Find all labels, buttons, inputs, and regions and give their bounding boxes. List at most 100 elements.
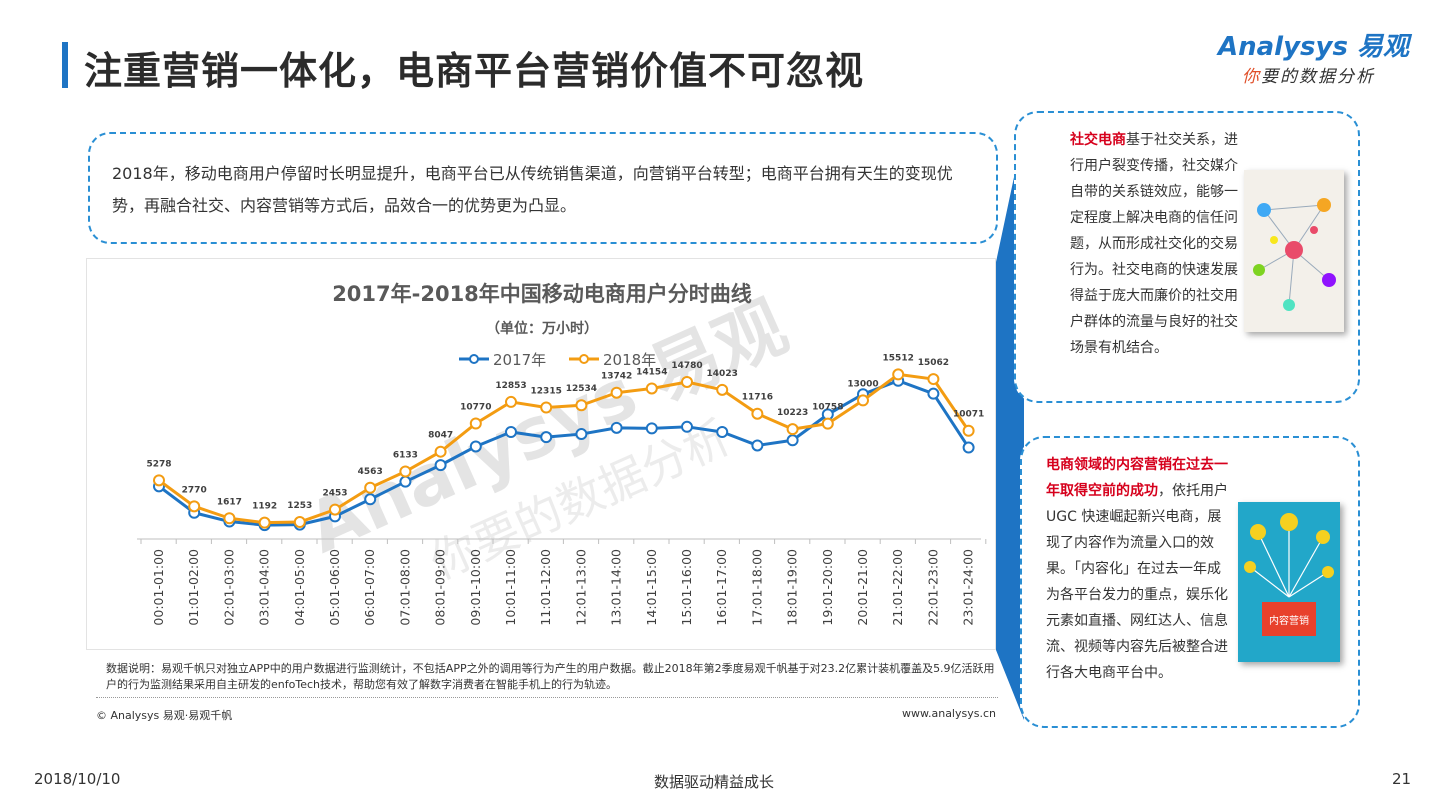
data-point-0 (469, 440, 482, 453)
x-tick-label: 16:01-17:00 (714, 549, 729, 626)
data-point-1 (927, 373, 940, 386)
data-point-0 (927, 387, 940, 400)
social-network-image (1244, 170, 1344, 332)
data-point-1 (786, 423, 799, 436)
data-label: 4563 (358, 467, 383, 477)
data-point-0 (434, 459, 447, 472)
logo-slogan-rest: 要的数据分析 (1261, 67, 1375, 87)
chart-panel: Analysys 易观 你要的数据分析 2017年-2018年中国移动电商用户分时曲… (86, 258, 996, 650)
analysys-logo: Analysys 易观 你要的数据分析 (1218, 26, 1409, 90)
data-point-1 (399, 465, 412, 478)
data-label: 14780 (671, 361, 702, 371)
data-point-1 (329, 503, 341, 516)
data-label: 13000 (847, 379, 878, 389)
data-label: 8047 (428, 431, 453, 441)
content-marketing-image-label: 内容营销 (1269, 614, 1309, 627)
x-tick-label: 10:01-11:00 (503, 549, 518, 626)
legend-label-1: 2018年 (603, 351, 656, 369)
footer-date: 2018/10/10 (34, 770, 121, 788)
x-tick-label: 00:01-01:00 (151, 549, 166, 626)
data-point-1 (153, 474, 165, 487)
line-chart: Analysys 易观你要的数据分析2017年-2018年中国移动电商用户分时曲… (137, 282, 987, 626)
chart-title: 2017年-2018年中国移动电商用户分时曲线 (332, 282, 752, 306)
data-point-0 (962, 441, 975, 454)
legend-marker-1 (579, 354, 589, 364)
data-point-1 (575, 399, 588, 412)
data-point-0 (399, 475, 412, 488)
content-marketing-body: ，依托用户 UGC 快速崛起新兴电商，展现了内容作为流量入口的效果。「内容化」在… (1046, 483, 1228, 681)
legend-label-0: 2017年 (493, 351, 546, 369)
data-note: 数据说明：易观千帆只对独立APP中的用户数据进行监测统计，不包括APP之外的调用… (106, 662, 995, 691)
x-tick-label: 01:01-02:00 (186, 549, 201, 626)
x-tick-label: 14:01-15:00 (644, 549, 659, 626)
content-marketing-image: 内容营销 (1238, 502, 1340, 662)
data-point-1 (962, 424, 975, 437)
data-point-1 (892, 368, 905, 381)
page-number: 21 (1392, 770, 1412, 788)
data-point-1 (364, 481, 377, 494)
data-point-1 (716, 383, 729, 396)
data-point-1 (258, 516, 271, 529)
title-accent-bar (62, 42, 68, 88)
data-point-0 (505, 425, 517, 438)
data-point-1 (610, 386, 623, 399)
content-marketing-highlight: 电商领域的内容营销在过去一年取得空前的成功 (1046, 457, 1228, 499)
x-tick-label: 21:01-22:00 (890, 549, 905, 626)
content-marketing-icon: 内容营销 (1244, 513, 1334, 636)
logo-slogan-accent: 你 (1242, 67, 1261, 87)
data-point-1 (434, 445, 447, 458)
data-point-0 (681, 420, 693, 433)
x-tick-label: 06:01-07:00 (362, 549, 377, 626)
x-tick-label: 20:01-21:00 (855, 549, 870, 626)
data-point-1 (681, 375, 693, 388)
data-label: 1253 (287, 501, 312, 511)
x-tick-label: 17:01-18:00 (749, 549, 764, 626)
data-label: 15062 (918, 358, 949, 368)
x-tick-label: 09:01-10:00 (468, 549, 483, 626)
x-tick-label: 22:01-23:00 (925, 549, 940, 626)
x-tick-label: 23:01-24:00 (961, 549, 976, 626)
data-label: 2770 (182, 485, 207, 495)
social-ecommerce-text: 社交电商基于社交关系，进行用户裂变传播，社交媒介自带的关系链效应，能够一定程度上… (1070, 127, 1246, 361)
note-divider (96, 697, 998, 698)
data-label: 15512 (883, 353, 914, 363)
data-label: 10223 (777, 408, 808, 418)
data-label: 6133 (393, 451, 418, 461)
x-tick-label: 04:01-05:00 (292, 549, 307, 626)
logo-main-text: Analysys 易观 (1218, 32, 1409, 62)
content-marketing-text: 电商领域的内容营销在过去一年取得空前的成功，依托用户 UGC 快速崛起新兴电商，… (1046, 452, 1232, 686)
data-label: 14023 (707, 369, 738, 379)
data-point-0 (610, 421, 623, 434)
data-label: 5278 (146, 459, 171, 469)
social-ecommerce-highlight: 社交电商 (1070, 132, 1126, 148)
data-point-0 (645, 422, 658, 435)
data-point-1 (751, 407, 764, 420)
social-network-icon (1253, 198, 1336, 311)
x-tick-label: 03:01-04:00 (257, 549, 272, 626)
legend-marker-0 (469, 354, 479, 364)
data-label: 10758 (812, 403, 843, 413)
footer-slogan: 数据驱动精益成长 (654, 773, 775, 791)
website-link[interactable]: www.analysys.cn (902, 707, 996, 720)
social-ecommerce-body: 基于社交关系，进行用户裂变传播，社交媒介自带的关系链效应，能够一定程度上解决电商… (1070, 132, 1238, 356)
data-label: 1192 (252, 502, 277, 512)
x-tick-label: 12:01-13:00 (573, 549, 588, 626)
data-point-0 (751, 439, 764, 452)
data-label: 12315 (531, 387, 562, 397)
data-label: 1617 (217, 497, 242, 507)
data-point-1 (223, 512, 236, 525)
page-title: 注重营销一体化，电商平台营销价值不可忽视 (84, 49, 865, 93)
data-label: 2453 (322, 489, 347, 499)
x-tick-label: 19:01-20:00 (820, 549, 835, 626)
x-tick-label: 02:01-03:00 (221, 549, 236, 626)
data-point-1 (469, 417, 482, 430)
data-label: 14154 (636, 367, 667, 377)
logo-slogan: 你要的数据分析 (1242, 62, 1375, 87)
data-point-1 (188, 500, 201, 513)
x-tick-label: 11:01-12:00 (538, 549, 553, 626)
data-label: 13742 (601, 372, 632, 382)
data-point-1 (645, 382, 658, 395)
data-label: 12853 (495, 381, 526, 391)
x-tick-label: 05:01-06:00 (327, 549, 342, 626)
data-point-0 (540, 431, 553, 444)
